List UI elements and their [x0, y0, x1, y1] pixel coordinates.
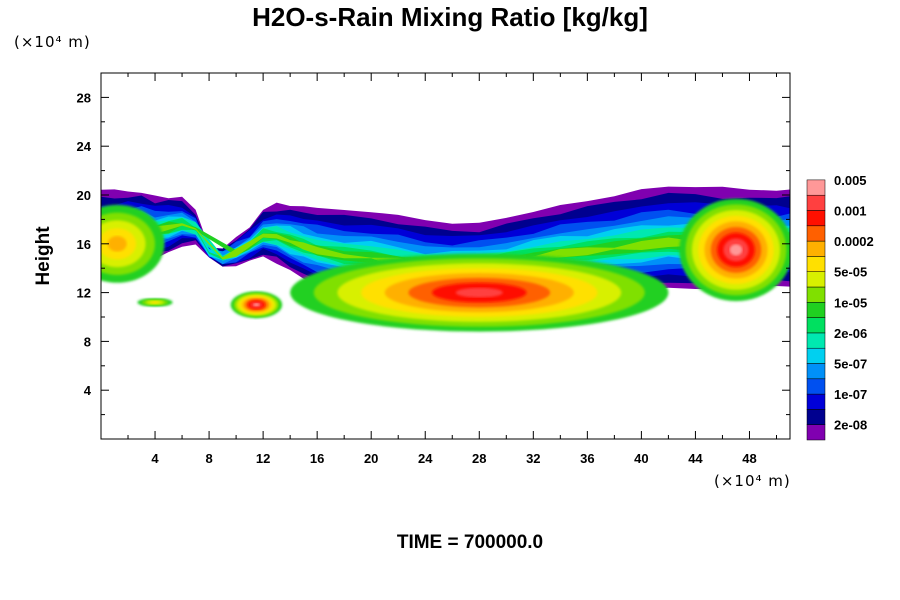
colorbar-swatch	[806, 378, 826, 395]
colorbar-swatch	[806, 393, 826, 410]
colorbar-label: 0.001	[834, 204, 867, 219]
colorbar-label: 0.0002	[834, 234, 874, 249]
x-tick-label: 40	[634, 451, 648, 466]
feature-3-level-12	[107, 236, 127, 252]
colorbar-swatch	[806, 317, 826, 334]
colorbar-swatch	[806, 347, 826, 364]
x-tick-label: 12	[256, 451, 270, 466]
y-axis-unit: (×10⁴ m)	[14, 33, 91, 51]
colorbar-label: 5e-05	[834, 265, 867, 280]
colorbar-swatch	[806, 225, 826, 242]
x-tick-label: 20	[364, 451, 378, 466]
feature-0-level-16	[729, 244, 743, 256]
colorbar-swatch	[806, 332, 826, 349]
x-tick-label: 48	[742, 451, 756, 466]
x-tick-label: 4	[151, 451, 159, 466]
y-tick-label: 20	[77, 188, 91, 203]
x-axis-unit: (×10⁴ m)	[714, 472, 791, 490]
colorbar-swatch	[806, 256, 826, 272]
feature-2-level-16	[253, 303, 260, 307]
colorbar-label: 1e-05	[834, 295, 867, 310]
contour-band-level-9	[101, 223, 790, 271]
feature-4-level-11	[150, 301, 160, 304]
time-label: TIME = 700000.0	[396, 532, 544, 553]
plot-frame	[100, 72, 791, 440]
chart-title: H2O-s-Rain Mixing Ratio [kg/kg]	[252, 2, 648, 32]
x-tick-label: 44	[688, 451, 703, 466]
y-tick-label: 12	[77, 286, 91, 301]
colorbar-swatch	[806, 194, 826, 211]
y-tick-label: 24	[77, 139, 92, 154]
colorbar-swatch	[806, 271, 826, 288]
colorbar-swatch	[806, 240, 826, 257]
colorbar-swatch	[806, 179, 826, 196]
colorbar-label: 2e-06	[834, 326, 867, 341]
y-tick-label: 28	[77, 90, 91, 105]
x-tick-label: 28	[472, 451, 486, 466]
x-tick-label: 32	[526, 451, 540, 466]
colorbar-label: 2e-08	[834, 418, 867, 433]
contour-band-level-7	[101, 218, 790, 277]
x-tick-label: 36	[580, 451, 594, 466]
feature-1-level-15	[455, 287, 503, 298]
colorbar-swatch	[806, 409, 826, 425]
colorbar-swatch	[806, 302, 826, 318]
x-tick-label: 8	[205, 451, 212, 466]
colorbar-label: 1e-07	[834, 387, 867, 402]
colorbar-swatch	[806, 210, 826, 227]
colorbar: 2e-08 1e-07 5e-07 2e-06 1e-05 5e-05 0.0002 0.00…	[806, 173, 874, 441]
y-tick-label: 4	[84, 383, 92, 398]
y-tick-label: 16	[77, 237, 91, 252]
contour-field	[101, 186, 790, 332]
colorbar-label: 0.005	[834, 173, 867, 188]
x-tick-label: 24	[418, 451, 433, 466]
colorbar-swatch	[806, 424, 826, 441]
colorbar-swatch	[806, 286, 826, 303]
colorbar-swatch	[806, 363, 826, 380]
x-tick-label: 16	[310, 451, 324, 466]
colorbar-label: 5e-07	[834, 357, 867, 372]
y-tick-label: 8	[84, 334, 91, 349]
